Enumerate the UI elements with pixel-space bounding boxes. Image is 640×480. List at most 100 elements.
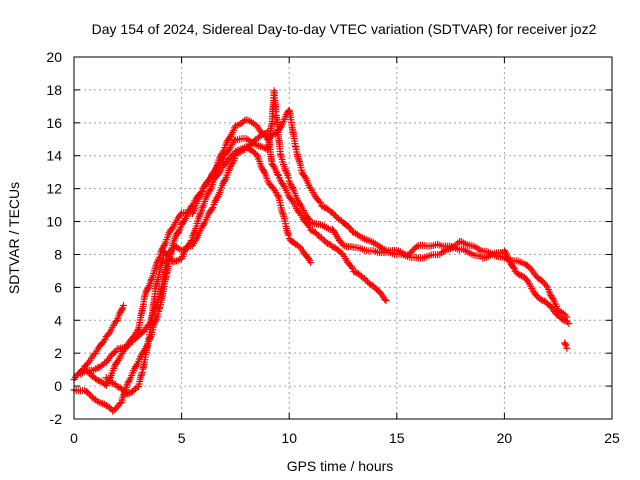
- data-point: [559, 316, 567, 324]
- chart-title: Day 154 of 2024, Sidereal Day-to-day VTE…: [92, 21, 597, 37]
- data-point: [523, 276, 531, 284]
- data-point: [175, 227, 183, 235]
- grid-lines: [74, 57, 612, 419]
- data-point: [185, 240, 193, 248]
- y-tick-label: 6: [54, 279, 62, 295]
- data-point: [307, 226, 315, 234]
- data-point: [174, 256, 182, 264]
- data-point: [115, 310, 123, 318]
- data-point: [116, 400, 124, 408]
- data-point: [172, 233, 180, 241]
- data-point: [382, 297, 390, 305]
- data-point: [351, 268, 359, 276]
- data-point: [111, 362, 119, 370]
- data-point: [169, 258, 177, 266]
- data-point: [565, 320, 573, 328]
- y-tick-label: 14: [46, 148, 62, 164]
- data-point: [197, 191, 205, 199]
- data-point: [270, 130, 278, 138]
- data-point: [349, 264, 357, 272]
- series-track-4: [76, 127, 390, 378]
- data-point: [256, 132, 264, 140]
- data-point: [334, 246, 342, 254]
- data-point: [209, 204, 217, 212]
- x-tick-label: 0: [70, 430, 78, 446]
- data-point: [196, 192, 204, 200]
- data-point: [559, 310, 567, 318]
- data-point: [118, 385, 126, 393]
- data-point: [317, 202, 325, 210]
- data-point: [328, 209, 336, 217]
- data-point: [92, 365, 100, 373]
- data-marks: [70, 87, 573, 415]
- data-point: [211, 167, 219, 175]
- data-point: [316, 199, 324, 207]
- data-point: [174, 228, 182, 236]
- data-point: [330, 210, 338, 218]
- data-point: [259, 130, 267, 138]
- data-point: [311, 229, 319, 236]
- data-point: [304, 214, 312, 222]
- data-point: [107, 378, 115, 386]
- y-tick-label: 20: [46, 49, 62, 65]
- data-point: [253, 135, 261, 143]
- data-point: [151, 317, 159, 325]
- data-point: [84, 389, 92, 397]
- data-point: [168, 246, 176, 254]
- data-point: [87, 392, 95, 400]
- data-point: [317, 234, 325, 242]
- data-point: [288, 182, 296, 190]
- data-point: [218, 149, 226, 157]
- data-point: [362, 276, 370, 284]
- data-point: [125, 389, 133, 397]
- data-point: [189, 208, 197, 216]
- data-point: [96, 377, 104, 385]
- data-point: [130, 386, 138, 394]
- data-point: [208, 205, 216, 213]
- data-point: [307, 259, 315, 267]
- data-point: [159, 243, 167, 251]
- data-point: [381, 295, 389, 303]
- data-point: [517, 272, 525, 280]
- data-point: [145, 283, 153, 291]
- data-point: [284, 174, 292, 182]
- x-tick-label: 15: [389, 430, 405, 446]
- x-tick-label: 5: [178, 430, 186, 446]
- series-track-6: [561, 339, 571, 352]
- data-point: [516, 271, 524, 279]
- data-point: [93, 376, 101, 384]
- data-point: [315, 197, 323, 205]
- data-point: [119, 386, 127, 394]
- data-point: [160, 241, 168, 249]
- y-tick-label: 12: [46, 181, 62, 197]
- x-tick-label: 25: [604, 430, 620, 446]
- data-point: [213, 194, 221, 202]
- data-point: [367, 281, 375, 289]
- data-point: [194, 195, 202, 203]
- y-tick-label: 8: [54, 246, 62, 262]
- x-tick-label: 10: [281, 430, 297, 446]
- data-point: [539, 297, 547, 305]
- data-point: [221, 177, 229, 185]
- data-point: [188, 209, 196, 217]
- data-point: [561, 340, 569, 348]
- data-point: [280, 183, 288, 191]
- data-point: [248, 139, 256, 147]
- x-tick-label: 20: [497, 430, 513, 446]
- y-tick-label: 0: [54, 378, 62, 394]
- data-point: [295, 242, 303, 250]
- data-point: [328, 243, 336, 251]
- data-point: [563, 344, 571, 352]
- data-point: [190, 230, 198, 238]
- data-point: [324, 239, 332, 247]
- data-point: [509, 263, 517, 271]
- data-point: [258, 164, 266, 172]
- data-point: [313, 230, 321, 238]
- data-point: [260, 168, 268, 176]
- data-point: [305, 255, 313, 263]
- data-point: [125, 377, 133, 385]
- data-point: [215, 170, 223, 178]
- data-point: [361, 274, 369, 282]
- data-point: [301, 173, 309, 181]
- data-point: [321, 203, 329, 211]
